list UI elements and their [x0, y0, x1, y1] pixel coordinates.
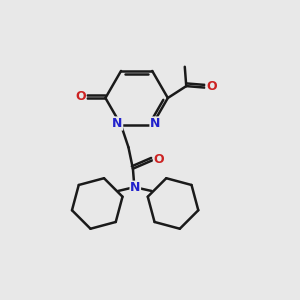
Text: O: O [206, 80, 217, 94]
Text: O: O [75, 90, 86, 103]
Text: N: N [112, 117, 123, 130]
Text: N: N [150, 117, 160, 130]
Text: O: O [154, 153, 164, 166]
Text: N: N [130, 181, 140, 194]
